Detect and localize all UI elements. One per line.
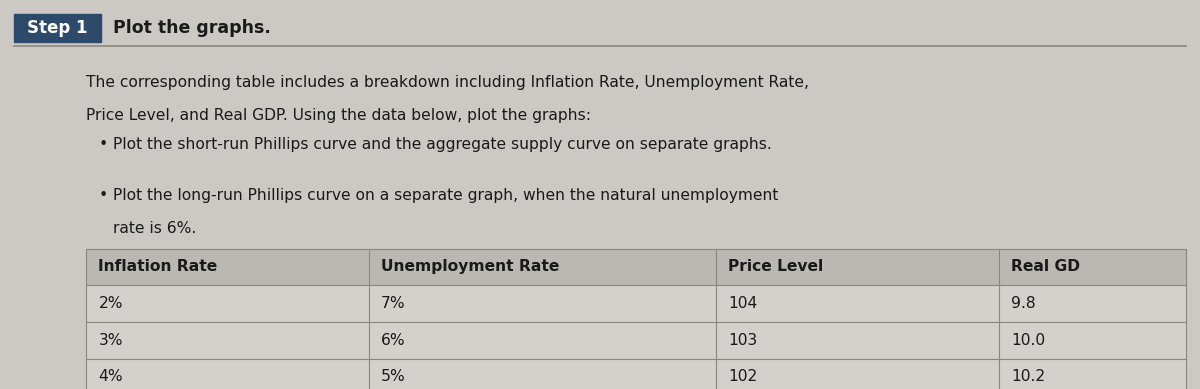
Text: Price Level: Price Level bbox=[728, 259, 823, 274]
Text: •: • bbox=[98, 137, 108, 152]
Text: •: • bbox=[98, 189, 108, 203]
FancyBboxPatch shape bbox=[14, 14, 101, 42]
Text: Plot the graphs.: Plot the graphs. bbox=[113, 19, 271, 37]
FancyBboxPatch shape bbox=[86, 322, 1186, 359]
Text: 7%: 7% bbox=[382, 296, 406, 311]
Text: Plot the short-run Phillips curve and the aggregate supply curve on separate gra: Plot the short-run Phillips curve and th… bbox=[113, 137, 772, 152]
FancyBboxPatch shape bbox=[86, 359, 1186, 389]
Text: 103: 103 bbox=[728, 333, 757, 348]
Text: 104: 104 bbox=[728, 296, 757, 311]
Text: 6%: 6% bbox=[382, 333, 406, 348]
Text: Plot the long-run Phillips curve on a separate graph, when the natural unemploym: Plot the long-run Phillips curve on a se… bbox=[113, 189, 778, 203]
Text: 9.8: 9.8 bbox=[1012, 296, 1036, 311]
Text: rate is 6%.: rate is 6%. bbox=[113, 221, 196, 236]
Text: The corresponding table includes a breakdown including Inflation Rate, Unemploym: The corresponding table includes a break… bbox=[86, 75, 809, 90]
Text: 10.2: 10.2 bbox=[1012, 370, 1045, 384]
Text: 10.0: 10.0 bbox=[1012, 333, 1045, 348]
FancyBboxPatch shape bbox=[86, 249, 1186, 285]
Text: Unemployment Rate: Unemployment Rate bbox=[382, 259, 559, 274]
Text: Step 1: Step 1 bbox=[28, 19, 88, 37]
Text: Real GD: Real GD bbox=[1012, 259, 1080, 274]
Text: Price Level, and Real GDP. Using the data below, plot the graphs:: Price Level, and Real GDP. Using the dat… bbox=[86, 108, 592, 123]
Text: 5%: 5% bbox=[382, 370, 406, 384]
Text: 4%: 4% bbox=[98, 370, 124, 384]
Text: Inflation Rate: Inflation Rate bbox=[98, 259, 217, 274]
Text: 2%: 2% bbox=[98, 296, 122, 311]
Text: 102: 102 bbox=[728, 370, 757, 384]
Text: 3%: 3% bbox=[98, 333, 122, 348]
FancyBboxPatch shape bbox=[86, 285, 1186, 322]
